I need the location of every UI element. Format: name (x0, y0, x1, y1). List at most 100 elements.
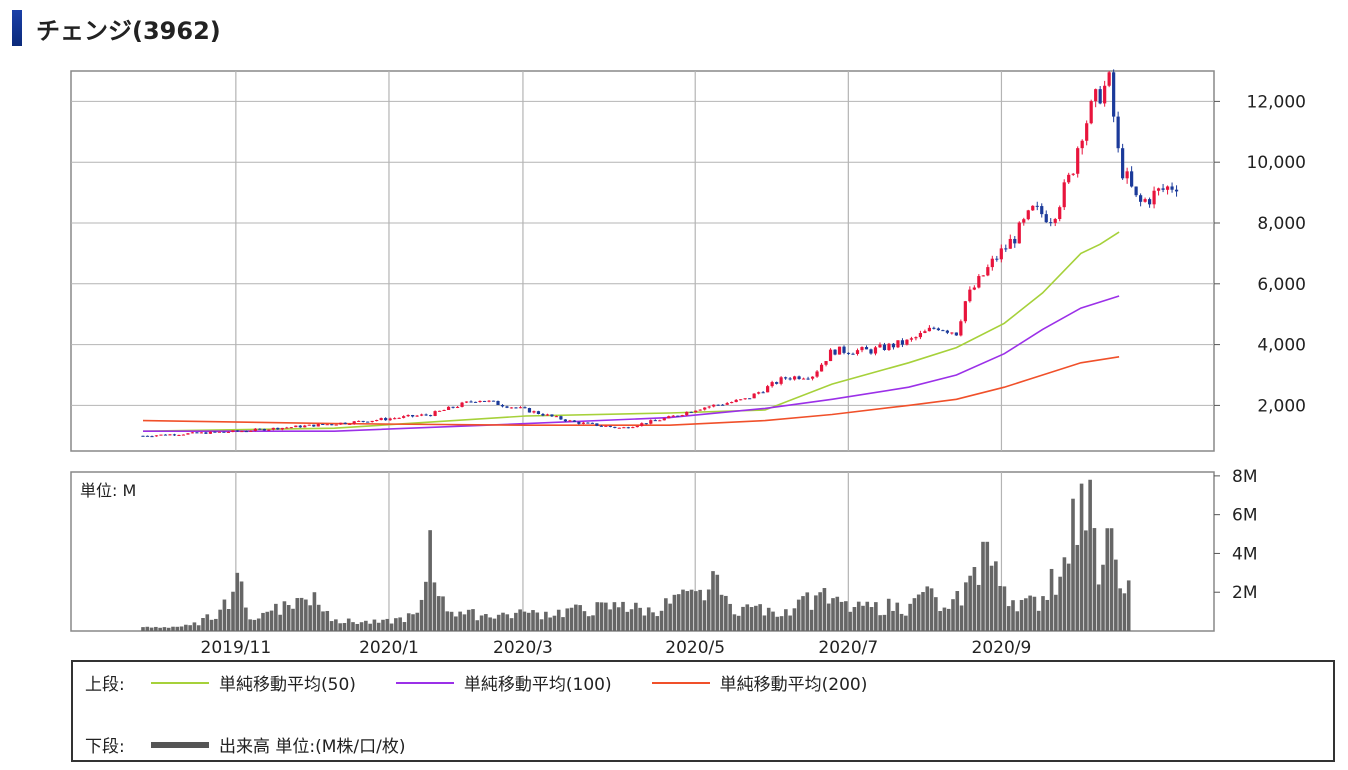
candle-body (199, 432, 204, 434)
volume-bar (925, 586, 930, 631)
candle-body (1170, 186, 1174, 190)
candle-body (1134, 186, 1138, 196)
candle-body (222, 431, 226, 433)
price-y-tick-label: 2,000 (1257, 396, 1306, 416)
volume-bar (505, 614, 510, 631)
volume-bar (1041, 596, 1045, 631)
volume-bar (844, 601, 848, 631)
candle (159, 434, 163, 436)
candle-body (644, 423, 648, 425)
candle-body (442, 409, 446, 411)
price-y-tick-label: 6,000 (1257, 275, 1306, 295)
volume-bar (449, 611, 454, 631)
volume-bar (869, 607, 874, 631)
candle-body (1116, 116, 1120, 149)
candle (500, 404, 505, 408)
volume-bar (801, 596, 805, 631)
volume-bar (274, 603, 278, 631)
candle-body (469, 401, 473, 403)
candle (1161, 183, 1165, 193)
candle (581, 421, 585, 425)
candle-body (384, 418, 388, 421)
volume-bar (985, 541, 990, 631)
legend-item-ma200: 単純移動平均(200) (651, 670, 867, 695)
candle-body (1174, 189, 1179, 192)
candle-body (357, 420, 361, 422)
volume-bar (312, 592, 317, 631)
candle (959, 319, 963, 337)
volume-bar (814, 595, 818, 631)
candle (662, 417, 666, 421)
volume-bar (796, 599, 801, 631)
page-title: チェンジ(3962) (36, 16, 221, 45)
candle-body (586, 422, 590, 424)
candle-body (285, 427, 289, 429)
volume-bar (184, 624, 188, 631)
candle-body (491, 400, 496, 402)
candle (370, 420, 374, 423)
candle (891, 342, 896, 350)
candle (181, 434, 186, 436)
volume-bar (762, 615, 767, 631)
candle (244, 430, 248, 433)
candle (509, 407, 514, 409)
volume-bar (141, 627, 145, 631)
volume-bar (398, 617, 402, 631)
candle (478, 400, 482, 403)
volume-bar (252, 619, 257, 631)
candle (864, 345, 869, 350)
candle-body (352, 421, 356, 424)
volume-bar (754, 605, 758, 631)
candle-body (900, 340, 905, 345)
candle-body (698, 409, 702, 411)
candle-body (604, 425, 608, 427)
candle-body (464, 401, 469, 403)
volume-bar (535, 612, 540, 631)
candle-body (1085, 123, 1089, 141)
volume-bar (946, 608, 951, 631)
volume-bar (852, 607, 857, 631)
volume-bar (471, 609, 475, 631)
volume-bar (441, 596, 445, 631)
candle-body (361, 420, 365, 422)
volume-bar (1105, 528, 1110, 631)
volume-bar (745, 604, 750, 631)
candle (536, 410, 541, 415)
volume-bar (574, 604, 578, 631)
volume-bar (732, 614, 737, 631)
candle-body (258, 428, 262, 430)
candle (590, 422, 594, 424)
volume-bar (1036, 610, 1041, 631)
volume-bar (329, 621, 334, 631)
candle-body (860, 347, 864, 351)
candle (249, 430, 253, 432)
volume-bars (141, 479, 1131, 631)
volume-bar (582, 611, 587, 631)
volume-bar (681, 589, 685, 631)
candle-body (788, 378, 792, 380)
volume-bar (1024, 598, 1028, 631)
volume-bar (308, 605, 312, 631)
candle (240, 430, 244, 433)
volume-bar (1096, 584, 1101, 631)
legend-upper-row: 上段: 単純移動平均(50) 単純移動平均(100) 単純移動平均(200) (85, 670, 907, 695)
candle (613, 426, 617, 429)
candle (253, 428, 257, 432)
volume-bar (492, 618, 497, 631)
candle (846, 352, 851, 355)
volume-bar (1045, 599, 1050, 631)
volume-bar (436, 596, 441, 631)
candle-body (375, 420, 379, 422)
candle-body (801, 378, 806, 380)
volume-bar (342, 622, 347, 631)
volume-bar (659, 610, 664, 631)
candle-body (550, 414, 554, 417)
volume-bar (1071, 498, 1075, 631)
candle (446, 406, 451, 411)
volume-bar (775, 616, 780, 631)
legend-lower-label: 下段: (85, 737, 125, 757)
candle-body (1121, 148, 1125, 179)
candle (604, 425, 608, 427)
volume-bar (256, 618, 261, 631)
candle (550, 414, 554, 418)
